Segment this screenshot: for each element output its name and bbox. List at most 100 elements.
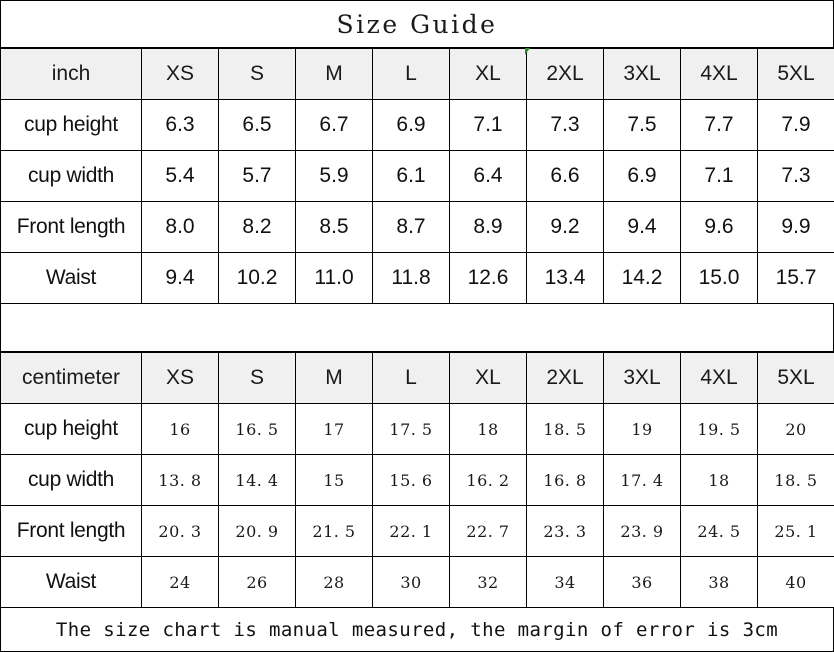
cm-cell-cup-height-m: 17 [295,403,373,455]
cm-cell-cup-height-xs: 16 [141,403,219,455]
cm-cell-cup-height-s: 16. 5 [218,403,296,455]
cm-size-header-xl: XL [449,352,527,404]
cm-cell-front-length-4xl: 24. 5 [680,505,758,557]
cm-cell-waist-xl: 32 [449,556,527,608]
inch-size-header-4xl: 4XL [680,48,758,100]
inch-size-header-l: L [372,48,450,100]
cm-size-header-xs: XS [141,352,219,404]
inch-cell-front-length-m: 8.5 [295,201,373,253]
cm-table-body: cup height 16 16. 5 17 17. 5 18 18. 5 19… [0,403,834,608]
inch-size-header-xs: XS [141,48,219,100]
inch-size-header-m: M [295,48,373,100]
inch-size-header-xl: XL [449,48,527,100]
inch-cell-front-length-s: 8.2 [218,201,296,253]
inch-cell-front-length-2xl: 9.2 [526,201,604,253]
page-title: Size Guide [336,9,498,39]
cm-size-header-m: M [295,352,373,404]
cm-cell-front-length-3xl: 23. 9 [603,505,681,557]
inch-cell-cup-height-s: 6.5 [218,99,296,151]
table-row: cup height 6.3 6.5 6.7 6.9 7.1 7.3 7.5 7… [0,99,834,151]
inch-cell-cup-width-3xl: 6.9 [603,150,681,202]
inch-cell-waist-s: 10.2 [218,252,296,304]
inch-cell-cup-width-5xl: 7.3 [757,150,834,202]
cm-cell-cup-width-xs: 13. 8 [141,454,219,506]
cm-row-label-cup-height: cup height [0,403,142,455]
cm-cell-waist-2xl: 34 [526,556,604,608]
inch-cell-front-length-xl: 8.9 [449,201,527,253]
cm-cell-waist-m: 28 [295,556,373,608]
cm-cell-cup-height-3xl: 19 [603,403,681,455]
cm-cell-cup-width-2xl: 16. 8 [526,454,604,506]
inch-cell-waist-m: 11.0 [295,252,373,304]
cm-cell-cup-height-4xl: 19. 5 [680,403,758,455]
cm-cell-front-length-m: 21. 5 [295,505,373,557]
cm-header-row: centimeter XS S M L XL 2XL 3XL 4XL 5XL [0,352,834,404]
cm-cell-waist-l: 30 [372,556,450,608]
cm-cell-front-length-s: 20. 9 [218,505,296,557]
inch-cell-cup-height-2xl: 7.3 [526,99,604,151]
cm-cell-front-length-2xl: 23. 3 [526,505,604,557]
inch-table-head: inch XS S M L XL 2XL 3XL 4XL 5XL [0,48,834,100]
cm-size-header-5xl: 5XL [757,352,834,404]
inch-cell-cup-width-2xl: 6.6 [526,150,604,202]
table-row: cup width 5.4 5.7 5.9 6.1 6.4 6.6 6.9 7.… [0,150,834,202]
inch-cell-front-length-l: 8.7 [372,201,450,253]
inch-cell-cup-height-xs: 6.3 [141,99,219,151]
cm-cell-cup-height-l: 17. 5 [372,403,450,455]
inch-cell-waist-l: 11.8 [372,252,450,304]
cm-cell-front-length-5xl: 25. 1 [757,505,834,557]
table-row: Front length 20. 3 20. 9 21. 5 22. 1 22.… [0,505,834,557]
section-separator [0,304,834,352]
cm-cell-front-length-xl: 22. 7 [449,505,527,557]
inch-cell-front-length-5xl: 9.9 [757,201,834,253]
table-row: Waist 9.4 10.2 11.0 11.8 12.6 13.4 14.2 … [0,252,834,304]
cm-cell-waist-4xl: 38 [680,556,758,608]
cm-cell-cup-height-xl: 18 [449,403,527,455]
inch-cell-front-length-3xl: 9.4 [603,201,681,253]
inch-row-label-cup-height: cup height [0,99,142,151]
cm-cell-cup-width-xl: 16. 2 [449,454,527,506]
footer-note-row: The size chart is manual measured, the m… [0,608,834,652]
inch-size-table: inch XS S M L XL 2XL 3XL 4XL 5XL cup hei… [0,48,834,304]
inch-row-label-front-length: Front length [0,201,142,253]
cm-row-label-cup-width: cup width [0,454,142,506]
cm-size-header-3xl: 3XL [603,352,681,404]
inch-size-header-s: S [218,48,296,100]
cm-cell-cup-width-l: 15. 6 [372,454,450,506]
inch-cell-front-length-4xl: 9.6 [680,201,758,253]
cm-row-label-front-length: Front length [0,505,142,557]
cm-cell-waist-s: 26 [218,556,296,608]
cm-cell-cup-width-4xl: 18 [680,454,758,506]
inch-table-body: cup height 6.3 6.5 6.7 6.9 7.1 7.3 7.5 7… [0,99,834,304]
inch-cell-cup-width-m: 5.9 [295,150,373,202]
inch-cell-waist-3xl: 14.2 [603,252,681,304]
cm-cell-cup-width-3xl: 17. 4 [603,454,681,506]
centimeter-size-table: centimeter XS S M L XL 2XL 3XL 4XL 5XL c… [0,352,834,608]
inch-size-header-2xl: 2XL [526,48,604,100]
cm-cell-cup-width-s: 14. 4 [218,454,296,506]
inch-cell-cup-width-xs: 5.4 [141,150,219,202]
cm-size-header-2xl: 2XL [526,352,604,404]
inch-cell-cup-width-xl: 6.4 [449,150,527,202]
cm-size-header-4xl: 4XL [680,352,758,404]
cm-table-head: centimeter XS S M L XL 2XL 3XL 4XL 5XL [0,352,834,404]
cm-cell-waist-5xl: 40 [757,556,834,608]
inch-cell-waist-2xl: 13.4 [526,252,604,304]
inch-size-header-3xl: 3XL [603,48,681,100]
table-row: cup width 13. 8 14. 4 15 15. 6 16. 2 16.… [0,454,834,506]
cm-cell-cup-height-2xl: 18. 5 [526,403,604,455]
inch-cell-front-length-xs: 8.0 [141,201,219,253]
inch-cell-cup-height-5xl: 7.9 [757,99,834,151]
inch-header-row: inch XS S M L XL 2XL 3XL 4XL 5XL [0,48,834,100]
inch-cell-cup-width-l: 6.1 [372,150,450,202]
inch-cell-cup-height-l: 6.9 [372,99,450,151]
table-row: cup height 16 16. 5 17 17. 5 18 18. 5 19… [0,403,834,455]
chart-title-row: Size Guide [0,0,834,48]
cm-cell-cup-height-5xl: 20 [757,403,834,455]
cm-unit-header: centimeter [0,352,142,404]
inch-cell-cup-width-s: 5.7 [218,150,296,202]
cm-row-label-waist: Waist [0,556,142,608]
inch-row-label-waist: Waist [0,252,142,304]
cm-cell-front-length-l: 22. 1 [372,505,450,557]
